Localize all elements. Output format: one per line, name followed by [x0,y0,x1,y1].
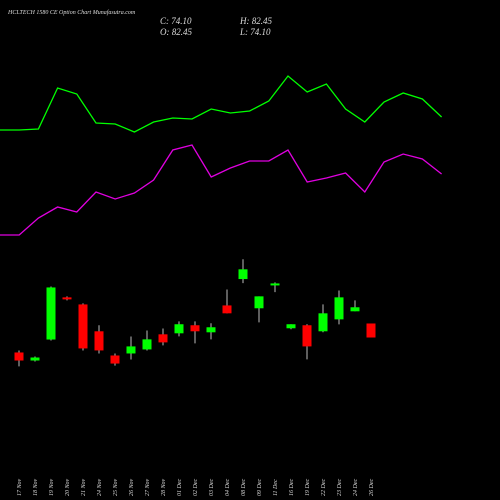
low-label: L: 74.10 [239,27,271,37]
candle-body [142,339,152,350]
x-tick-label: 19 Nov [49,478,55,496]
x-tick-label: 16 Dec [289,479,295,496]
candle-body [158,334,168,343]
x-tick-label: 23 Dec [337,479,343,496]
candle-body [94,331,104,351]
candle-body [126,346,136,354]
candle-body [254,296,264,309]
x-tick-label: 25 Nov [113,478,119,496]
close-label: C: 74.10 [160,16,192,26]
x-tick-label: 08 Dec [241,479,247,496]
x-tick-label: 11 Dec [273,479,279,496]
x-tick-label: 26 Nov [129,478,135,496]
open-label: O: 82.45 [160,27,192,37]
candle-body [270,283,280,286]
x-tick-label: 17 Nov [17,478,23,496]
candle-body [78,304,88,349]
candle-body [110,355,120,364]
candle-body [14,352,24,361]
indicator-line [0,75,443,133]
candle-body [286,324,296,329]
x-tick-label: 18 Nov [33,478,39,496]
candle-body [174,324,184,334]
candle-body [206,327,216,333]
indicator-line [0,144,443,236]
chart-title: HCLTECH 1580 CE Option Chart Munafasutra… [7,9,136,16]
candle-body [302,325,312,347]
x-tick-label: 21 Nov [81,478,87,496]
x-tick-label: 24 Dec [352,479,359,496]
x-tick-label: 22 Dec [321,479,327,496]
candle-body [30,357,40,361]
x-tick-label: 19 Dec [305,479,311,496]
x-tick-label: 01 Dec [177,479,183,496]
x-tick-label: 09 Dec [257,479,263,496]
x-tick-label: 03 Dec [209,479,215,496]
candle-body [318,313,328,332]
candle-body [190,325,200,332]
x-tick-label: 04 Dec [224,479,231,496]
x-tick-label: 20 Nov [65,478,71,496]
candle-body [350,307,360,312]
candle-body [46,287,56,340]
x-tick-label: 28 Nov [161,478,167,496]
candle-body [366,323,376,338]
high-label: H: 82.45 [239,16,272,26]
candle-body [334,297,344,320]
candle-body [62,297,72,300]
x-tick-label: 27 Nov [145,478,151,496]
x-tick-label: 24 Nov [96,478,103,496]
x-tick-label: 26 Dec [369,479,375,496]
candle-body [238,269,248,280]
x-tick-label: 02 Dec [193,479,199,496]
candle-body [222,305,232,314]
